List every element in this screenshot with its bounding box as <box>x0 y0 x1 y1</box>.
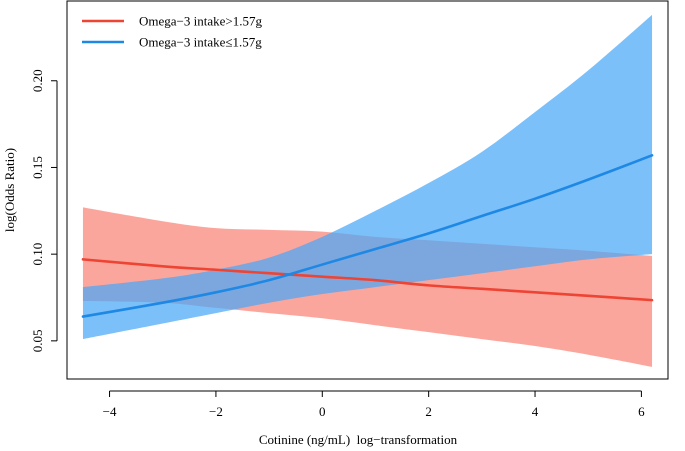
confidence-band-2 <box>82 14 653 340</box>
plot-frame <box>66 0 669 380</box>
y-axis: 0.05 0.10 0.15 0.20 <box>30 69 58 352</box>
legend-label-1: Omega−3 intake>1.57g <box>139 14 262 29</box>
x-tick-label: 6 <box>638 404 645 419</box>
y-tick-label: 0.15 <box>30 156 45 179</box>
x-tick-label: 4 <box>532 404 539 419</box>
series-lines <box>81 154 654 318</box>
y-tick-label: 0.05 <box>30 329 45 352</box>
confidence-bands <box>82 14 653 367</box>
x-tick-label: 2 <box>425 404 432 419</box>
series-line-1 <box>81 258 654 302</box>
x-tick-label: 0 <box>319 404 326 419</box>
x-axis-title: Cotinine (ng/mL) log−transformation <box>259 432 458 447</box>
x-tick-label: −2 <box>209 404 223 419</box>
x-axis: −4 −2 0 2 4 6 <box>103 390 645 419</box>
y-tick-label: 0.10 <box>30 243 45 266</box>
legend-label-2: Omega−3 intake≤1.57g <box>139 35 262 50</box>
series-line-2 <box>81 154 654 318</box>
y-axis-title: log(Odds Ratio) <box>2 148 17 232</box>
legend: Omega−3 intake>1.57g Omega−3 intake≤1.57g <box>82 14 262 50</box>
x-tick-label: −4 <box>103 404 117 419</box>
y-tick-label: 0.20 <box>30 69 45 92</box>
